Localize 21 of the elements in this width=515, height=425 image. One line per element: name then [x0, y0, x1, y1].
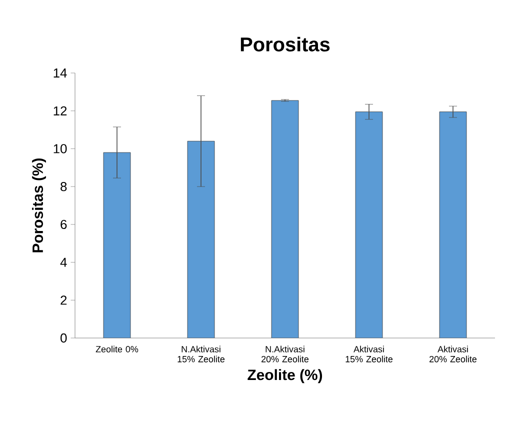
y-tick-label: 14 — [54, 68, 67, 78]
x-tick-label: Aktivasi 20% Zeolite — [430, 346, 477, 362]
y-tick-label: 2 — [60, 296, 67, 305]
bar — [355, 112, 383, 338]
chart-title: Porositas — [240, 36, 330, 52]
x-axis-title: Zeolite (%) — [248, 369, 322, 384]
x-tick-label: Aktivasi 15% Zeolite — [346, 346, 393, 362]
y-axis-title: Porositas (%) — [32, 158, 46, 252]
y-tick-label: 6 — [60, 220, 67, 230]
bar — [187, 140, 215, 338]
y-tick-label: 8 — [60, 182, 67, 192]
y-tick-label: 4 — [60, 258, 67, 267]
bar — [439, 112, 467, 338]
x-tick-label: N.Aktivasi 20% Zeolite — [262, 346, 309, 362]
y-tick-label: 0 — [60, 333, 67, 343]
bar — [271, 100, 299, 338]
x-tick-label: Zeolite 0% — [96, 346, 138, 352]
y-tick-label: 10 — [54, 144, 67, 154]
x-tick-label: N.Aktivasi 15% Zeolite — [178, 346, 225, 362]
y-tick-label: 12 — [54, 106, 67, 116]
bar — [103, 152, 131, 338]
